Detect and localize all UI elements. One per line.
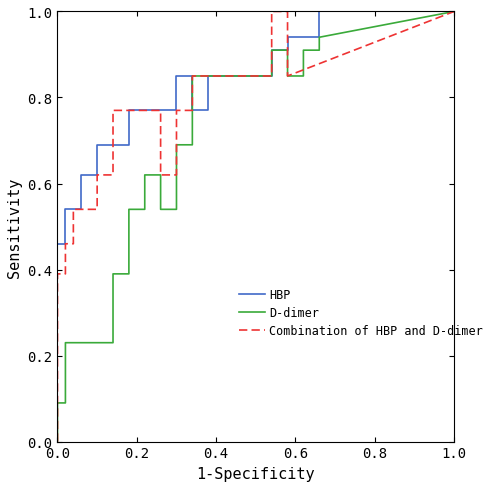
Combination of HBP and D-dimer bbox=[284, 9, 290, 15]
Combination of HBP and D-dimer bbox=[174, 173, 180, 179]
D-dimer bbox=[300, 48, 306, 54]
D-dimer bbox=[284, 74, 290, 80]
D-dimer bbox=[268, 74, 274, 80]
HBP bbox=[174, 108, 180, 114]
D-dimer bbox=[190, 74, 196, 80]
Combination of HBP and D-dimer bbox=[158, 108, 164, 114]
D-dimer bbox=[174, 142, 180, 148]
HBP bbox=[316, 9, 322, 15]
Combination of HBP and D-dimer bbox=[94, 207, 100, 213]
HBP bbox=[78, 207, 84, 213]
D-dimer bbox=[110, 340, 116, 346]
HBP bbox=[205, 74, 211, 80]
D-dimer bbox=[316, 48, 322, 54]
D-dimer bbox=[451, 9, 457, 15]
HBP bbox=[94, 173, 100, 179]
HBP bbox=[62, 242, 68, 247]
D-dimer bbox=[142, 173, 148, 179]
D-dimer bbox=[126, 207, 132, 213]
D-dimer bbox=[62, 400, 68, 406]
Combination of HBP and D-dimer bbox=[158, 173, 164, 179]
HBP bbox=[205, 108, 211, 114]
D-dimer bbox=[284, 48, 290, 54]
D-dimer bbox=[126, 271, 132, 277]
Legend: HBP, D-dimer, Combination of HBP and D-dimer: HBP, D-dimer, Combination of HBP and D-d… bbox=[234, 284, 488, 342]
Combination of HBP and D-dimer bbox=[70, 207, 76, 213]
HBP bbox=[284, 48, 290, 54]
Combination of HBP and D-dimer bbox=[94, 173, 100, 179]
Combination of HBP and D-dimer bbox=[268, 74, 274, 80]
D-dimer bbox=[316, 35, 322, 41]
Combination of HBP and D-dimer bbox=[70, 242, 76, 247]
Combination of HBP and D-dimer bbox=[190, 74, 196, 80]
Combination of HBP and D-dimer bbox=[174, 108, 180, 114]
HBP bbox=[190, 108, 196, 114]
D-dimer bbox=[158, 173, 164, 179]
D-dimer bbox=[62, 340, 68, 346]
HBP bbox=[62, 207, 68, 213]
Combination of HBP and D-dimer bbox=[62, 271, 68, 277]
D-dimer bbox=[54, 439, 60, 445]
Combination of HBP and D-dimer bbox=[268, 9, 274, 15]
HBP bbox=[284, 35, 290, 41]
HBP bbox=[268, 74, 274, 80]
D-dimer bbox=[142, 207, 148, 213]
D-dimer bbox=[158, 207, 164, 213]
HBP bbox=[54, 439, 60, 445]
Line: D-dimer: D-dimer bbox=[58, 12, 454, 442]
X-axis label: 1-Specificity: 1-Specificity bbox=[196, 466, 315, 481]
Combination of HBP and D-dimer bbox=[284, 74, 290, 80]
D-dimer bbox=[110, 271, 116, 277]
HBP bbox=[126, 142, 132, 148]
HBP bbox=[268, 48, 274, 54]
D-dimer bbox=[54, 400, 60, 406]
HBP bbox=[451, 9, 457, 15]
Line: Combination of HBP and D-dimer: Combination of HBP and D-dimer bbox=[58, 12, 454, 442]
Line: HBP: HBP bbox=[58, 12, 454, 442]
D-dimer bbox=[268, 48, 274, 54]
HBP bbox=[190, 74, 196, 80]
Combination of HBP and D-dimer bbox=[54, 439, 60, 445]
HBP bbox=[316, 35, 322, 41]
Combination of HBP and D-dimer bbox=[54, 271, 60, 277]
HBP bbox=[126, 108, 132, 114]
Combination of HBP and D-dimer bbox=[451, 9, 457, 15]
D-dimer bbox=[174, 207, 180, 213]
D-dimer bbox=[190, 142, 196, 148]
Y-axis label: Sensitivity: Sensitivity bbox=[7, 177, 22, 277]
D-dimer bbox=[300, 74, 306, 80]
Combination of HBP and D-dimer bbox=[190, 108, 196, 114]
HBP bbox=[94, 142, 100, 148]
HBP bbox=[174, 74, 180, 80]
Combination of HBP and D-dimer bbox=[110, 108, 116, 114]
HBP bbox=[54, 242, 60, 247]
HBP bbox=[78, 173, 84, 179]
Combination of HBP and D-dimer bbox=[110, 173, 116, 179]
Combination of HBP and D-dimer bbox=[62, 242, 68, 247]
